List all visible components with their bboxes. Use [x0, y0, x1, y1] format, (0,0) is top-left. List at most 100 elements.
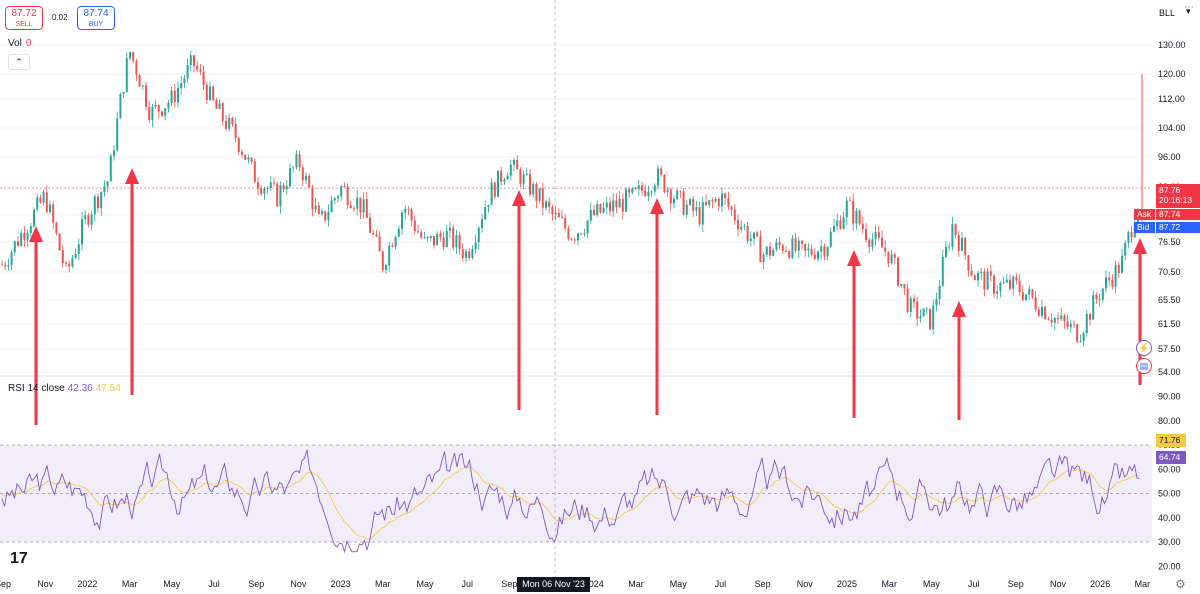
candle-body	[199, 69, 202, 72]
candle-body	[634, 187, 637, 190]
candle-body	[577, 233, 579, 241]
ask-value: 87.74	[1156, 209, 1200, 220]
candle-body	[852, 200, 855, 224]
candle-body	[276, 183, 279, 207]
time-tick-label: Jul	[461, 579, 473, 589]
candle-body	[935, 299, 938, 306]
candle-body	[596, 204, 599, 215]
time-tick-label: Sep	[755, 579, 771, 589]
rsi-legend[interactable]: RSI 14 close 42.36 47.54	[8, 383, 121, 394]
candle-body	[813, 254, 816, 259]
candle-body	[973, 275, 976, 281]
candle-body	[535, 184, 538, 201]
candle-body	[436, 233, 439, 246]
buy-button[interactable]: 87.74 BUY	[77, 6, 115, 30]
candle-body	[938, 285, 941, 300]
candle-body	[705, 201, 707, 205]
candle-body	[49, 204, 51, 212]
candle-body	[538, 188, 541, 201]
candle-body	[513, 160, 515, 165]
candle-body	[356, 197, 359, 209]
sell-button[interactable]: 87.72 SELL	[5, 6, 43, 30]
ask-label: Ask	[1134, 209, 1155, 220]
candle-body	[628, 189, 631, 193]
candle-body	[151, 106, 154, 121]
candle-body	[122, 91, 125, 94]
candle-body	[561, 217, 563, 219]
candle-body	[749, 238, 752, 241]
flag-icon[interactable]: ▤	[1136, 358, 1152, 374]
flash-icon[interactable]: ⚡	[1136, 340, 1152, 356]
candle-body	[1127, 232, 1130, 243]
candle-body	[423, 237, 426, 238]
candle-body	[17, 241, 19, 246]
candle-body	[167, 102, 170, 109]
candle-body	[618, 198, 621, 208]
candle-body	[554, 212, 557, 215]
candle-body	[103, 186, 106, 193]
candle-body	[541, 188, 544, 208]
candle-body	[849, 200, 851, 202]
collapse-legend-button[interactable]: ⌃	[8, 54, 30, 70]
candle-body	[113, 150, 115, 156]
candle-body	[1092, 295, 1095, 320]
candle-body	[404, 208, 407, 213]
candle-body	[833, 226, 835, 232]
candle-body	[250, 157, 253, 162]
candle-body	[42, 192, 45, 203]
candle-body	[769, 246, 771, 256]
rsi-tick-label: 50.00	[1158, 489, 1181, 499]
candle-body	[7, 264, 10, 267]
candle-body	[509, 164, 512, 176]
candle-body	[788, 251, 791, 258]
candle-body	[881, 237, 883, 248]
candle-body	[1034, 297, 1037, 310]
candle-body	[1021, 292, 1024, 300]
candle-body	[887, 251, 890, 264]
signal-arrow-head	[125, 168, 139, 184]
candle-body	[340, 186, 343, 197]
chevron-down-icon[interactable]: ▾	[1186, 6, 1191, 16]
candle-body	[61, 250, 64, 264]
symbol-label[interactable]: BLL	[1159, 8, 1176, 18]
rsi-band	[0, 445, 1152, 542]
volume-legend[interactable]: Vol 0	[8, 38, 31, 49]
candle-body	[330, 200, 333, 213]
candle-body	[218, 103, 221, 109]
candle-body	[682, 191, 685, 215]
price-tick-label: 104.00	[1158, 123, 1186, 133]
candle-body	[401, 212, 403, 229]
candle-body	[951, 224, 954, 247]
candle-body	[593, 209, 595, 215]
candle-body	[74, 254, 77, 259]
candle-body	[378, 236, 381, 252]
candle-body	[964, 237, 967, 256]
candle-body	[980, 271, 983, 273]
candle-body	[1031, 289, 1034, 298]
candle-body	[711, 200, 714, 202]
candle-body	[919, 316, 922, 319]
candle-body	[801, 240, 803, 244]
candle-body	[1028, 289, 1031, 295]
candle-body	[97, 196, 99, 209]
candle-body	[890, 254, 893, 264]
more-icon[interactable]: ⋯	[1184, 2, 1194, 13]
candle-body	[746, 226, 749, 241]
candle-body	[324, 211, 327, 221]
time-axis[interactable]: Sep Nov 2022 Mar May Jul Sep Nov 2023 Mar May Jul Se…	[0, 579, 1150, 589]
candle-body	[1050, 319, 1053, 323]
candle-body	[967, 255, 970, 271]
candle-body	[753, 232, 755, 239]
candle-body	[871, 239, 874, 247]
candle-body	[570, 238, 573, 240]
candle-body	[449, 227, 451, 231]
settings-icon[interactable]: ⚙	[1175, 577, 1186, 591]
signal-arrow-head	[29, 226, 43, 242]
candle-body	[650, 191, 653, 193]
candle-body	[641, 185, 643, 191]
candle-body	[125, 58, 128, 92]
candle-body	[874, 231, 877, 240]
candle-body	[557, 212, 560, 218]
